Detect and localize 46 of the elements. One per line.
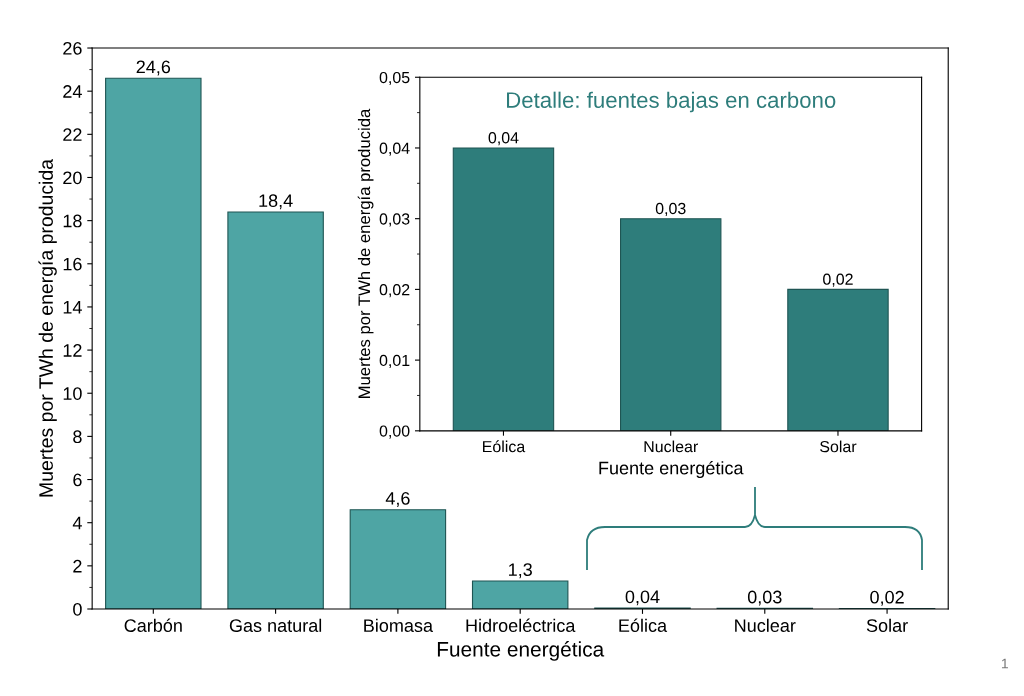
data-label: 0,02	[823, 273, 853, 287]
y-axis-title: Muertes por TWh de energía producida	[38, 158, 57, 497]
y-tick-label: 0,02	[379, 284, 410, 298]
x-axis-title: Fuente energética	[437, 641, 605, 661]
y-tick-label: 16	[63, 257, 82, 271]
x-tick-label: Solar	[866, 618, 908, 632]
y-tick-label: 26	[63, 41, 82, 55]
text: 1	[1001, 658, 1008, 669]
y-tick-label: 8	[73, 430, 82, 444]
y-tick-label: 14	[63, 301, 82, 314]
y-tick-label: 22	[63, 128, 82, 141]
y-tick-label: 4	[72, 516, 82, 530]
y-tick-label: 6	[73, 473, 82, 487]
text: Detalle: fuentes bajas en carbono	[507, 91, 836, 113]
x-tick-label: Eólica	[619, 618, 668, 632]
y-tick-label: 2	[73, 559, 82, 573]
x-tick-label: Nuclear	[735, 618, 796, 632]
y-tick-label: 0,01	[379, 354, 410, 368]
y-tick-label: 0	[73, 602, 82, 616]
y-tick-label: 0,05	[379, 71, 410, 86]
x-tick-label: Solar	[820, 440, 857, 453]
data-label: 18,4	[259, 194, 293, 210]
data-label: 0,03	[747, 590, 782, 606]
x-tick-label: Gas natural	[229, 618, 322, 632]
data-label: 0,04	[488, 132, 519, 146]
data-label: 0,04	[625, 590, 660, 606]
y-tick-label: 12	[63, 344, 82, 357]
y-tick-label: 0,04	[379, 142, 410, 156]
y-tick-label: 24	[63, 85, 82, 98]
y-axis-title: Muertes por TWh de energía producida	[357, 108, 374, 398]
y-tick-label: 18	[63, 214, 82, 228]
data-label: 4,6	[385, 492, 410, 507]
y-tick-label: 0,03	[379, 213, 410, 227]
data-label: 24,6	[136, 60, 171, 76]
y-tick-label: 10	[63, 387, 82, 400]
data-label: 1,3	[509, 563, 532, 579]
x-tick-label: Biomasa	[364, 618, 434, 632]
y-tick-label: 0,00	[379, 425, 410, 439]
x-tick-label: Eólica	[483, 440, 526, 453]
x-tick-label: Nuclear	[644, 440, 698, 453]
data-label: 0,02	[870, 590, 904, 606]
y-tick-label: 20	[63, 171, 82, 185]
x-tick-label: Carbón	[124, 618, 182, 632]
data-label: 0,03	[655, 202, 686, 217]
x-tick-label: Hidroeléctrica	[466, 618, 576, 632]
x-axis-title: Fuente energética	[599, 460, 744, 479]
